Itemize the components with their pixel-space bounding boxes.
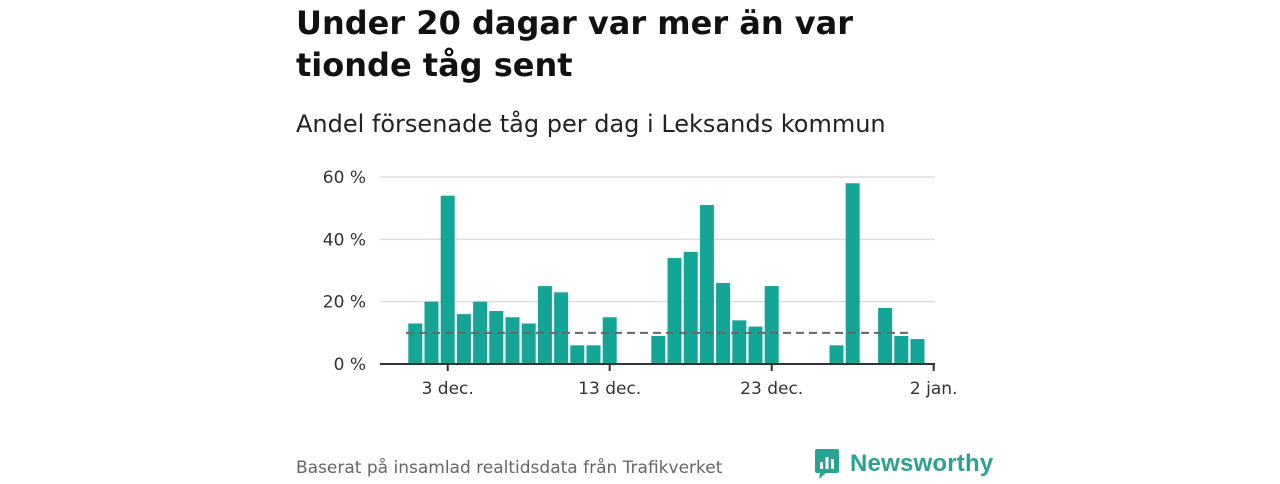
- source-note: Baserat på insamlad realtidsdata från Tr…: [296, 458, 723, 478]
- bar: [748, 326, 763, 364]
- bar: [602, 317, 617, 364]
- bar: [489, 311, 504, 364]
- bar: [456, 314, 471, 364]
- bar: [699, 205, 714, 364]
- brand-logo[interactable]: Newsworthy: [814, 444, 993, 484]
- bar: [473, 301, 488, 364]
- grid-lines: [380, 176, 935, 303]
- bar: [845, 183, 860, 364]
- y-tick-label: 60 %: [323, 168, 366, 188]
- chart-title: Under 20 dagar var mer än var tionde tåg…: [296, 4, 853, 84]
- chart-card: Under 20 dagar var mer än var tionde tåg…: [296, 0, 996, 480]
- brand-name: Newsworthy: [850, 450, 994, 477]
- newsworthy-logo-icon: [815, 449, 839, 479]
- y-axis-labels: 0 % 20 % 40 % 60 %: [323, 168, 366, 375]
- bar: [554, 292, 569, 364]
- bar: [440, 195, 455, 364]
- chart-subtitle: Andel försenade tåg per dag i Leksands k…: [296, 110, 886, 138]
- bar: [878, 307, 893, 364]
- bar: [521, 323, 536, 364]
- bar: [764, 286, 779, 364]
- x-tick-label: 13 dec.: [578, 379, 641, 399]
- bar: [910, 339, 925, 364]
- bar: [829, 345, 844, 364]
- x-axis-labels: 3 dec. 13 dec. 23 dec. 2 jan.: [422, 379, 958, 399]
- bar: [683, 251, 698, 364]
- x-tick-label: 23 dec.: [740, 379, 803, 399]
- bar: [408, 323, 423, 364]
- y-tick-label: 20 %: [323, 293, 366, 313]
- x-tick-label: 2 jan.: [910, 379, 958, 399]
- bar: [537, 286, 552, 364]
- x-tick-label: 3 dec.: [422, 379, 474, 399]
- bar: [667, 258, 682, 364]
- bar: [570, 345, 585, 364]
- bar: [894, 335, 909, 364]
- x-axis: [380, 363, 935, 371]
- bar: [586, 345, 601, 364]
- y-tick-label: 0 %: [334, 355, 366, 375]
- bars: [408, 183, 925, 364]
- bar: [732, 320, 747, 364]
- y-tick-label: 40 %: [323, 230, 366, 250]
- bar: [716, 282, 731, 364]
- bar: [505, 317, 520, 364]
- bar: [424, 301, 439, 364]
- bar: [651, 335, 666, 364]
